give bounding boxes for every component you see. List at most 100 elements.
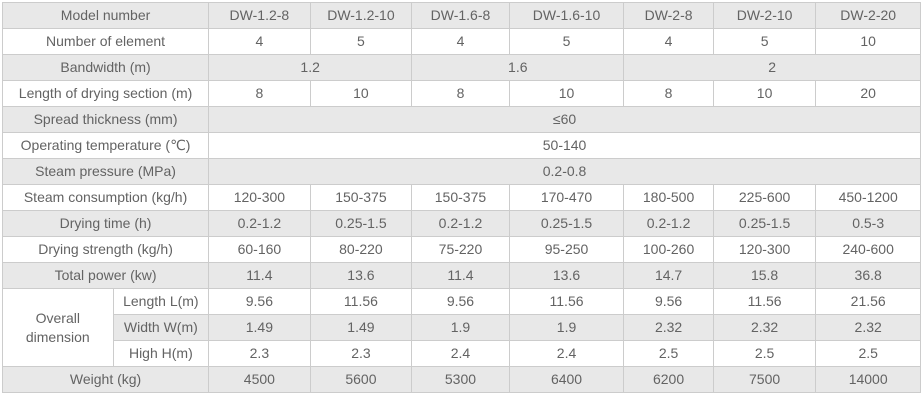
value-cell: 13.6 <box>309 262 413 289</box>
value-cell: 5600 <box>309 366 413 393</box>
model-header-cell: DW-1.6-10 <box>508 2 625 29</box>
row-label-steam-pressure: Steam pressure (MPa) <box>1 158 210 185</box>
value-cell: 14.7 <box>623 262 714 289</box>
model-header-cell: DW-2-10 <box>712 2 817 29</box>
value-cell: 0.25-1.5 <box>712 210 817 237</box>
value-cell: 6400 <box>508 366 625 393</box>
value-cell: 8 <box>623 80 714 107</box>
row-total-power: Total power (kw) 11.4 13.6 11.4 13.6 14.… <box>1 262 921 289</box>
row-bandwidth: Bandwidth (m) 1.2 1.6 2 <box>1 54 921 81</box>
dryer-spec-table: Model number DW-1.2-8 DW-1.2-10 DW-1.6-8… <box>1 2 921 393</box>
value-cell: 2.5 <box>623 340 714 367</box>
value-cell: 170-470 <box>508 184 625 211</box>
row-spread-thickness: Spread thickness (mm) ≤60 <box>1 106 921 133</box>
sub-label-length: Length L(m) <box>112 288 210 315</box>
value-cell-span: 2 <box>623 54 921 81</box>
value-cell: 2.32 <box>815 314 921 341</box>
row-label-total-power: Total power (kw) <box>1 262 210 289</box>
value-cell: 180-500 <box>623 184 714 211</box>
model-header-cell: DW-1.6-8 <box>411 2 510 29</box>
value-cell: 10 <box>712 80 817 107</box>
value-cell: 2.5 <box>712 340 817 367</box>
value-cell: 11.56 <box>508 288 625 315</box>
value-cell: 4 <box>208 28 311 55</box>
value-cell: 2.32 <box>623 314 714 341</box>
value-cell: 2.4 <box>411 340 510 367</box>
value-cell: 0.2-1.2 <box>411 210 510 237</box>
value-cell: 8 <box>208 80 311 107</box>
row-drying-time: Drying time (h) 0.2-1.2 0.25-1.5 0.2-1.2… <box>1 210 921 237</box>
row-weight: Weight (kg) 4500 5600 5300 6400 6200 750… <box>1 366 921 393</box>
value-cell: 11.56 <box>712 288 817 315</box>
row-label-steam-consumption: Steam consumption (kg/h) <box>1 184 210 211</box>
row-number-of-element: Number of element 4 5 4 5 4 5 10 <box>1 28 921 55</box>
row-drying-section-length: Length of drying section (m) 8 10 8 10 8… <box>1 80 921 107</box>
value-cell: 80-220 <box>309 236 413 263</box>
value-cell: 15.8 <box>712 262 817 289</box>
value-cell: 13.6 <box>508 262 625 289</box>
row-label-weight: Weight (kg) <box>1 366 210 393</box>
value-cell: 0.25-1.5 <box>309 210 413 237</box>
model-header-cell: DW-1.2-8 <box>208 2 311 29</box>
value-cell: 0.2-1.2 <box>623 210 714 237</box>
row-steam-pressure: Steam pressure (MPa) 0.2-0.8 <box>1 158 921 185</box>
value-cell: 10 <box>815 28 921 55</box>
value-cell: 6200 <box>623 366 714 393</box>
value-cell: 2.32 <box>712 314 817 341</box>
value-cell: 4500 <box>208 366 311 393</box>
value-cell: 9.56 <box>208 288 311 315</box>
value-cell: 0.25-1.5 <box>508 210 625 237</box>
value-cell: 0.2-1.2 <box>208 210 311 237</box>
value-cell: 1.49 <box>309 314 413 341</box>
value-cell: 75-220 <box>411 236 510 263</box>
value-cell: 2.3 <box>309 340 413 367</box>
value-cell: 1.9 <box>508 314 625 341</box>
value-cell: 11.4 <box>411 262 510 289</box>
row-drying-strength: Drying strength (kg/h) 60-160 80-220 75-… <box>1 236 921 263</box>
value-cell: 150-375 <box>309 184 413 211</box>
value-cell: 20 <box>815 80 921 107</box>
value-cell: 11.4 <box>208 262 311 289</box>
value-cell: 95-250 <box>508 236 625 263</box>
value-cell: 2.5 <box>815 340 921 367</box>
value-cell: 5 <box>712 28 817 55</box>
value-cell: 10 <box>309 80 413 107</box>
value-cell: 36.8 <box>815 262 921 289</box>
value-cell-span: 1.2 <box>208 54 413 81</box>
value-cell: 5 <box>508 28 625 55</box>
row-label-drying-strength: Drying strength (kg/h) <box>1 236 210 263</box>
value-cell: 11.56 <box>309 288 413 315</box>
row-model-number: Model number DW-1.2-8 DW-1.2-10 DW-1.6-8… <box>1 2 921 29</box>
value-cell: 10 <box>508 80 625 107</box>
value-cell: 4 <box>623 28 714 55</box>
row-label-number-of-element: Number of element <box>1 28 210 55</box>
model-header-cell: DW-1.2-10 <box>309 2 413 29</box>
value-cell-fullspan: 0.2-0.8 <box>208 158 921 185</box>
value-cell: 225-600 <box>712 184 817 211</box>
row-label-overall-dimension: Overall dimension <box>2 288 114 367</box>
value-cell: 100-260 <box>623 236 714 263</box>
row-label-operating-temperature: Operating temperature (℃) <box>1 132 210 159</box>
model-header-cell: DW-2-8 <box>623 2 714 29</box>
value-cell: 4 <box>411 28 510 55</box>
value-cell: 120-300 <box>712 236 817 263</box>
row-dimension-height: High H(m) 2.3 2.3 2.4 2.4 2.5 2.5 2.5 <box>3 340 921 367</box>
value-cell: 21.56 <box>815 288 921 315</box>
value-cell: 240-600 <box>815 236 921 263</box>
value-cell: 7500 <box>712 366 817 393</box>
row-label-drying-time: Drying time (h) <box>1 210 210 237</box>
row-label-drying-section-length: Length of drying section (m) <box>1 80 210 107</box>
value-cell: 14000 <box>815 366 921 393</box>
row-dimension-width: Width W(m) 1.49 1.49 1.9 1.9 2.32 2.32 2… <box>3 314 921 341</box>
model-header-cell: DW-2-20 <box>815 2 921 29</box>
value-cell: 1.9 <box>411 314 510 341</box>
value-cell: 0.5-3 <box>815 210 921 237</box>
value-cell: 2.3 <box>208 340 311 367</box>
value-cell: 5 <box>309 28 413 55</box>
value-cell: 5300 <box>411 366 510 393</box>
row-label-spread-thickness: Spread thickness (mm) <box>1 106 210 133</box>
row-label-bandwidth: Bandwidth (m) <box>1 54 210 81</box>
sub-label-height: High H(m) <box>112 340 210 367</box>
row-operating-temperature: Operating temperature (℃) 50-140 <box>1 132 921 159</box>
